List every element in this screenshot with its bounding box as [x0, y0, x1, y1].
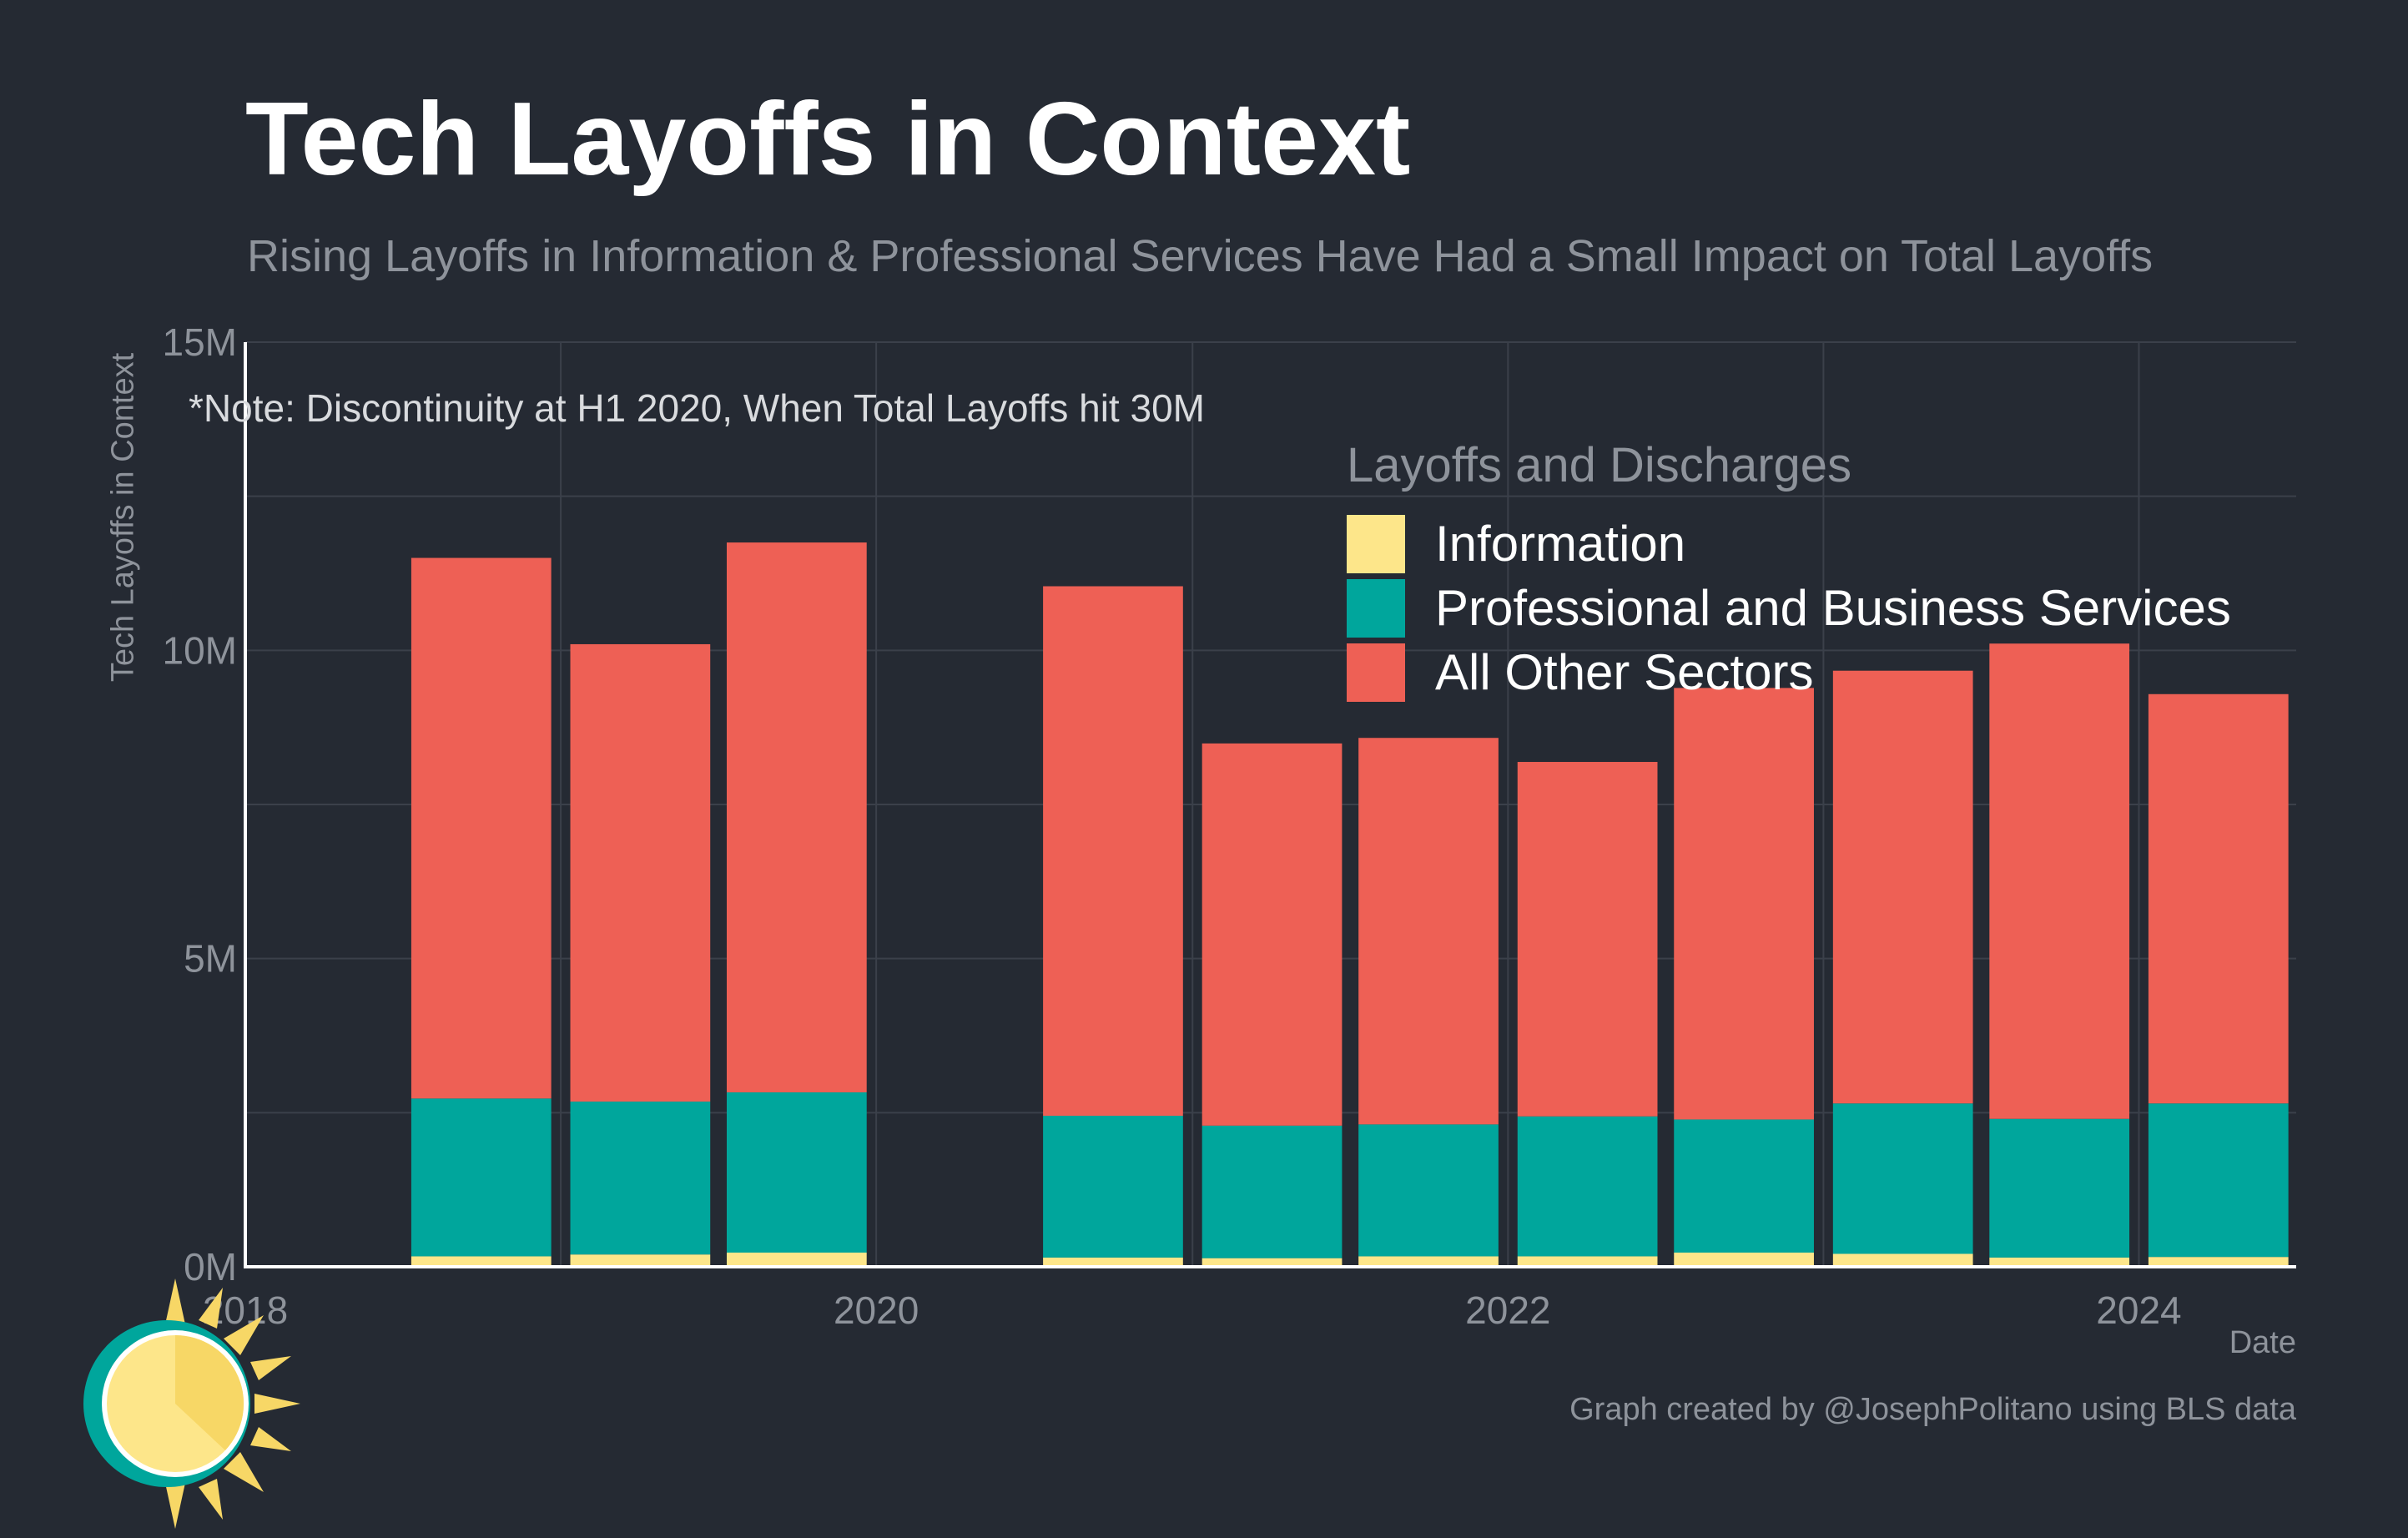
bar-segment-other	[2148, 693, 2289, 1104]
bar-segment-professional	[2148, 1103, 2289, 1258]
y-tick-label: 5M	[184, 937, 237, 981]
chart-title: Tech Layoffs in Context	[245, 82, 1411, 197]
y-axis-label: Tech Layoffs in Context	[105, 352, 141, 683]
grid-lines	[245, 341, 2296, 1267]
axes	[244, 342, 2296, 1268]
legend-swatch-professional	[1347, 578, 1405, 638]
bar-segment-information	[411, 1256, 552, 1267]
bar-segment-other	[411, 557, 552, 1099]
bar-segment-other	[1517, 762, 1658, 1117]
bar-segment-professional	[570, 1102, 711, 1255]
bar-segment-professional	[1989, 1118, 2130, 1258]
bar-segment-information	[1832, 1253, 1973, 1267]
legend-label-professional: Professional and Business Services	[1435, 580, 2231, 636]
legend: Layoffs and Discharges Information Profe…	[1347, 437, 2231, 704]
bar-segment-other	[1989, 643, 2130, 1119]
bar-segment-professional	[1358, 1124, 1499, 1257]
bar-segment-information	[2148, 1257, 2289, 1267]
bar-segment-other	[570, 643, 711, 1102]
bar-segment-other	[1043, 586, 1183, 1117]
bar-segment-information	[1358, 1256, 1499, 1267]
bar-segment-other	[1201, 743, 1343, 1126]
sun-logo-icon	[83, 1278, 300, 1529]
legend-title: Layoffs and Discharges	[1347, 438, 1852, 492]
bar-segment-professional	[1674, 1119, 1814, 1253]
legend-swatch-other	[1347, 643, 1405, 702]
bar-segment-professional	[1517, 1116, 1658, 1257]
bar-segment-information	[1201, 1258, 1343, 1267]
x-axis-label: Date	[2229, 1325, 2296, 1360]
bar-segment-information	[1043, 1257, 1183, 1267]
bar-segment-professional	[1201, 1125, 1343, 1258]
y-tick-label: 0M	[184, 1245, 237, 1288]
bar-segment-other	[1832, 670, 1973, 1104]
legend-swatch-information	[1347, 514, 1405, 573]
x-tick-label: 2022	[1465, 1288, 1550, 1332]
x-tick-label: 2024	[2096, 1288, 2181, 1332]
bar-segment-information	[1989, 1257, 2130, 1267]
bar-segment-other	[1358, 738, 1499, 1125]
chart-subtitle: Rising Layoffs in Information & Professi…	[247, 231, 2154, 281]
x-tick-label: 2020	[834, 1288, 919, 1332]
credit-line: Graph created by @JosephPolitano using B…	[1569, 1392, 2296, 1427]
bar-segment-information	[1517, 1256, 1658, 1267]
bar-segment-information	[726, 1253, 867, 1267]
bars	[411, 542, 2289, 1267]
legend-item-other: All Other Sectors	[1347, 640, 2231, 704]
legend-label-other: All Other Sectors	[1435, 644, 1814, 700]
y-tick-label: 10M	[163, 628, 237, 672]
bar-segment-professional	[411, 1098, 552, 1257]
bar-segment-professional	[1832, 1103, 1973, 1254]
legend-item-professional: Professional and Business Services	[1347, 576, 2231, 640]
bar-segment-other	[1674, 688, 1814, 1120]
bar-segment-professional	[726, 1092, 867, 1253]
bar-segment-other	[726, 542, 867, 1092]
bar-segment-information	[570, 1254, 711, 1267]
legend-label-information: Information	[1435, 516, 1686, 572]
bar-segment-information	[1674, 1253, 1814, 1267]
legend-item-information: Information	[1347, 512, 2231, 576]
chart-note: *Note: Discontinuity at H1 2020, When To…	[189, 386, 1205, 430]
y-tick-label: 15M	[163, 320, 237, 364]
bar-segment-professional	[1043, 1116, 1183, 1258]
